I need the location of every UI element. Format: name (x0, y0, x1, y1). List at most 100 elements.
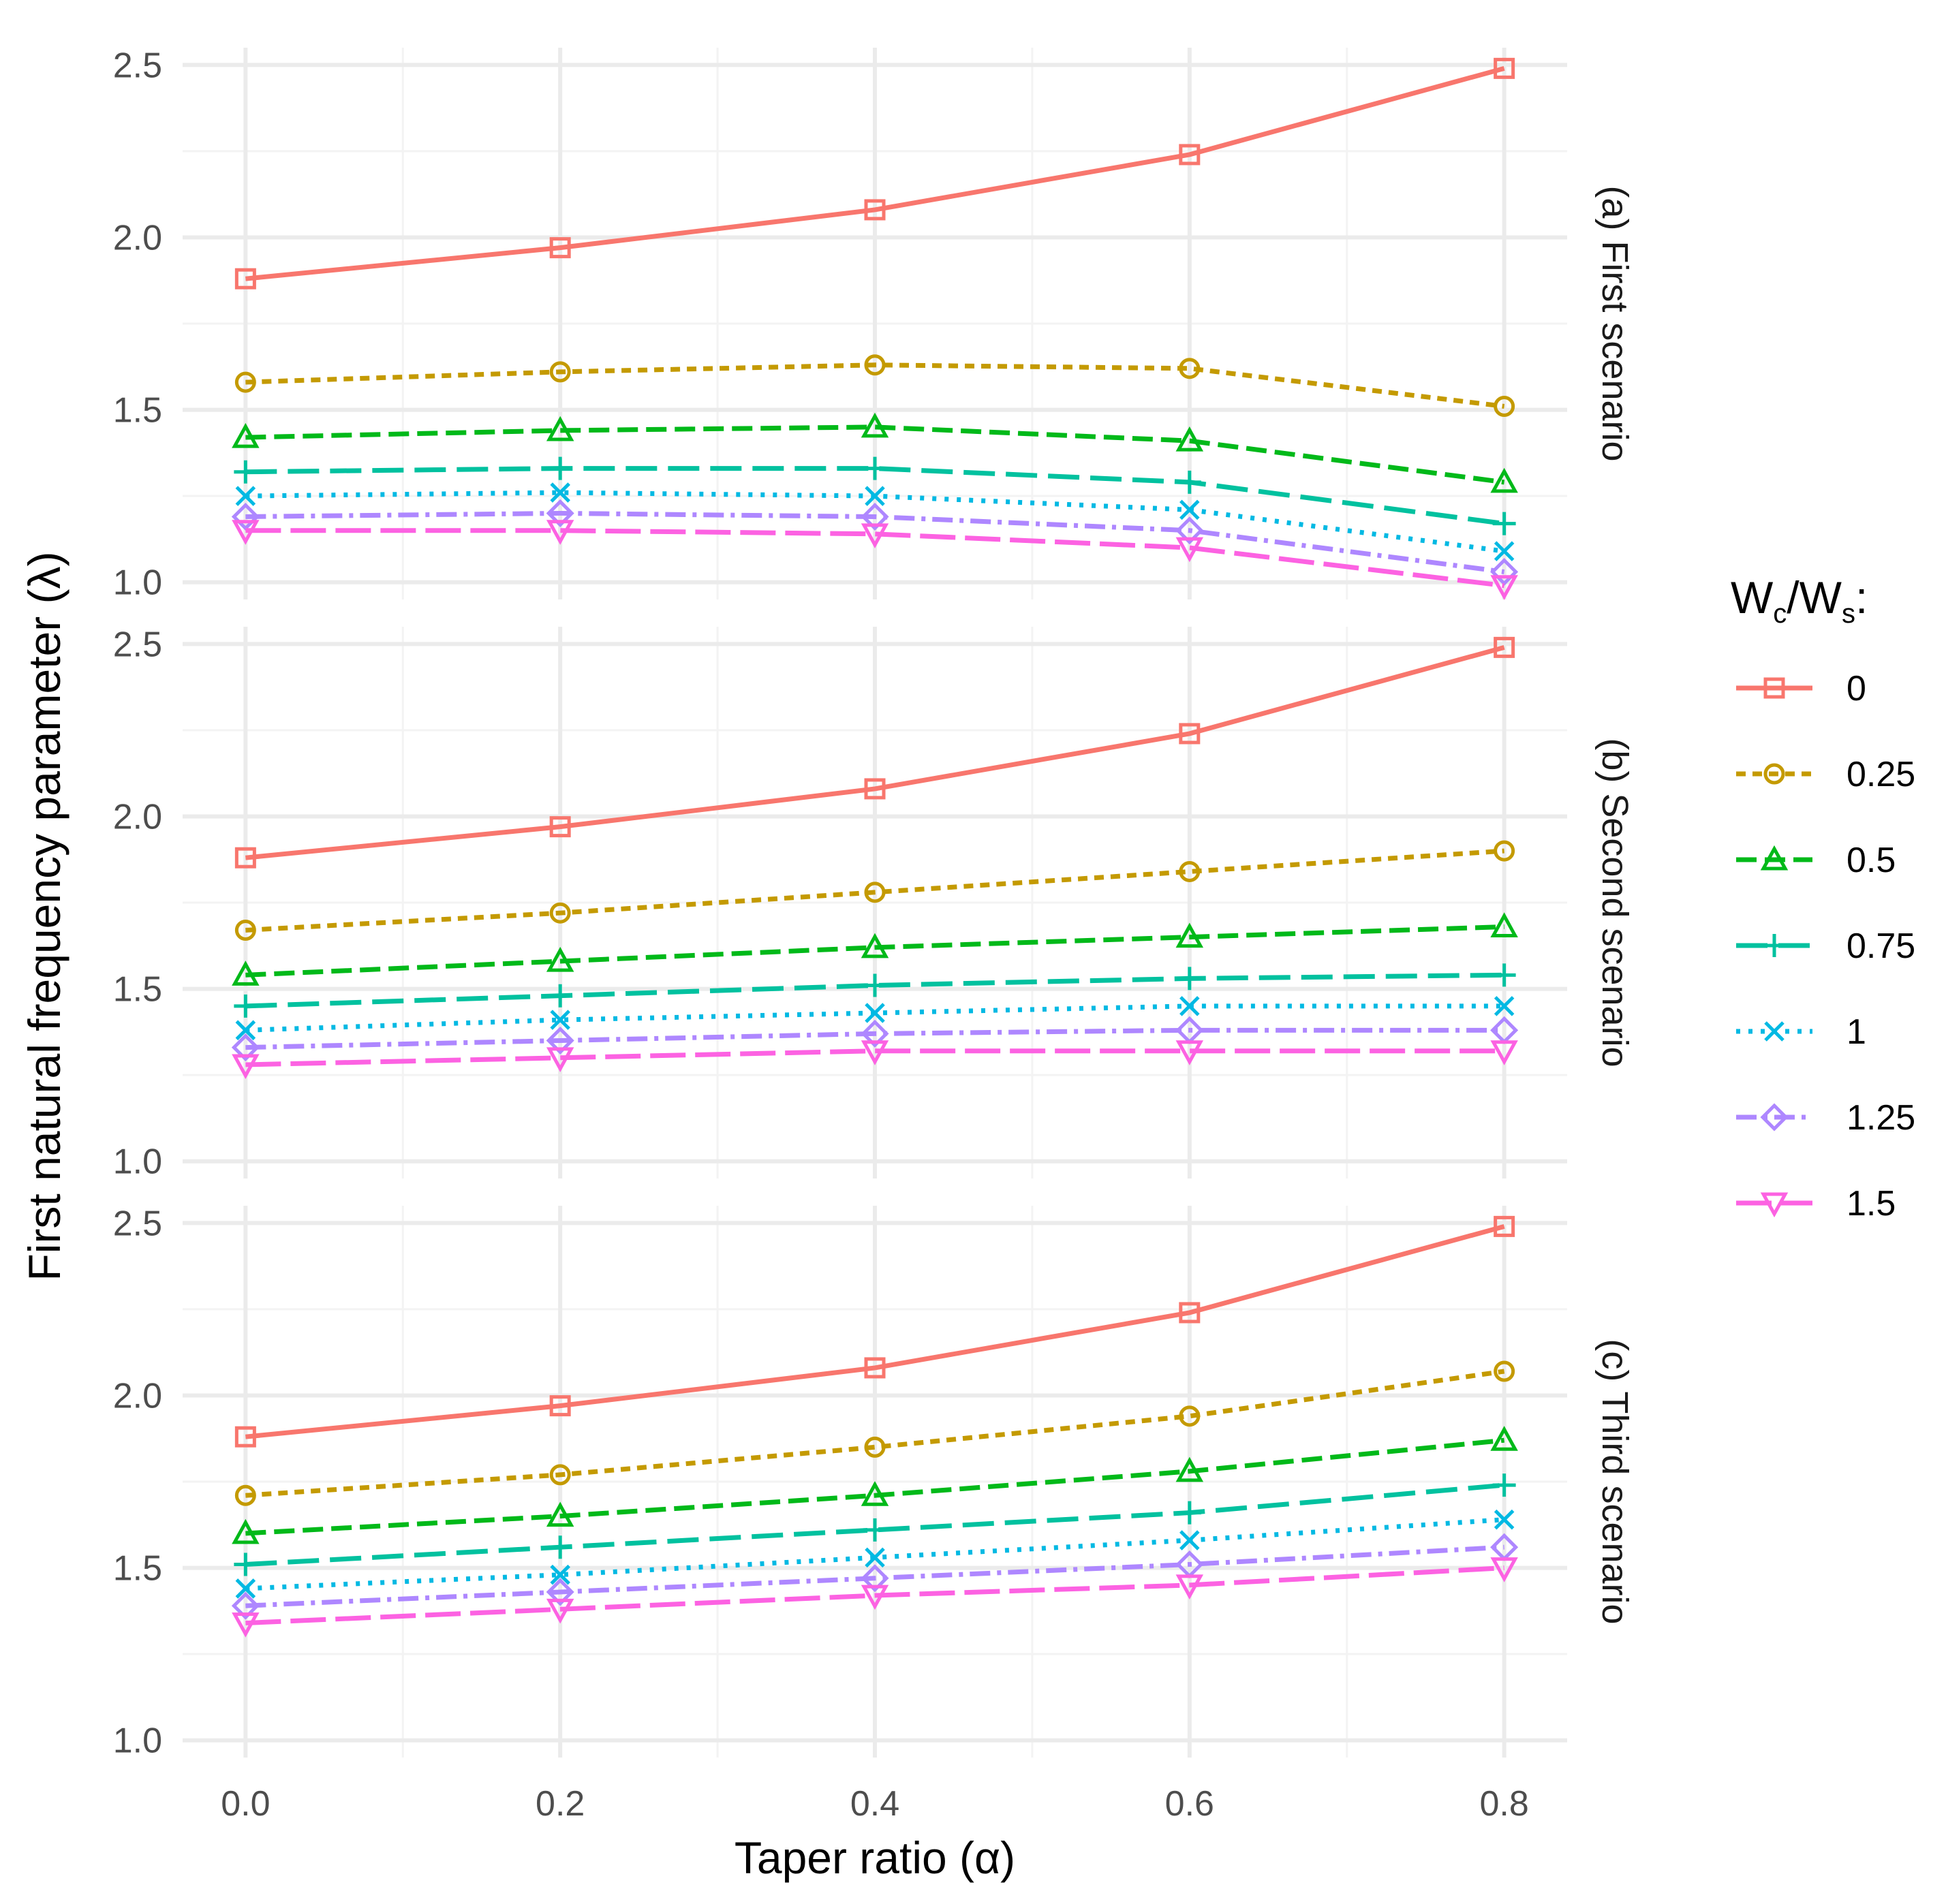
data-point (549, 902, 571, 924)
y-axis-title: First natural frequency parameter (λ) (19, 551, 70, 1281)
x-tick-label: 0.6 (1165, 1784, 1214, 1824)
data-point (1177, 967, 1201, 990)
data-point (1179, 723, 1201, 745)
data-point (546, 1578, 574, 1606)
data-point (234, 847, 256, 869)
legend-item: 0.25 (1736, 755, 1915, 794)
data-point (550, 482, 570, 503)
legend-label: 0 (1847, 669, 1866, 708)
data-point (861, 1019, 889, 1048)
data-point (1177, 1501, 1201, 1525)
data-point (865, 1547, 885, 1568)
legend-item: 1.5 (1736, 1184, 1896, 1223)
legend-item: 0.75 (1736, 926, 1915, 966)
data-point (861, 523, 889, 548)
data-point (546, 1047, 574, 1072)
data-point (1490, 467, 1518, 493)
series-line-1.5 (245, 1565, 1504, 1626)
data-point (232, 961, 260, 986)
data-point (861, 1040, 889, 1065)
data-point (863, 1518, 886, 1542)
data-point (549, 237, 571, 259)
legend-key-marker (1760, 845, 1789, 871)
y-tick-label: 2.5 (113, 46, 162, 85)
data-point (1490, 575, 1518, 600)
data-point (546, 1598, 574, 1624)
data-point (1179, 860, 1201, 882)
data-point (1494, 1215, 1515, 1237)
data-point (1494, 636, 1515, 658)
data-point (546, 1026, 574, 1055)
legend-label: 1.5 (1847, 1184, 1896, 1223)
data-point (1490, 1426, 1518, 1451)
data-point (231, 1591, 260, 1620)
data-point (1179, 499, 1200, 520)
data-point (232, 422, 260, 448)
data-point (1494, 840, 1515, 862)
panel-3: 1.0 1.5 2.0 2.5 (c) Third scenario (113, 1204, 1635, 1760)
data-point (1179, 144, 1201, 166)
data-point (549, 984, 572, 1008)
data-point (234, 994, 258, 1018)
data-point (1494, 396, 1515, 417)
data-point (546, 946, 574, 972)
data-point (864, 199, 886, 221)
series-line-1.5 (245, 1048, 1504, 1067)
y-tick-label: 1.0 (113, 1142, 162, 1182)
data-point (861, 1585, 889, 1610)
panel-strip-label: (b) Second scenario (1594, 738, 1635, 1067)
panel-strip-label: (a) First scenario (1594, 185, 1635, 461)
data-point (864, 881, 886, 903)
legend-label: 0.75 (1847, 926, 1915, 966)
legend-label: 1.25 (1847, 1098, 1915, 1138)
series-line-0.25 (245, 848, 1504, 933)
series-line-1.5 (245, 528, 1505, 589)
data-point (1179, 1405, 1201, 1427)
legend-title: Wc/Ws: (1731, 572, 1868, 629)
legend-key-marker (1760, 1192, 1789, 1218)
legend-label: 1 (1847, 1012, 1866, 1052)
data-point (864, 778, 886, 800)
data-point (1179, 358, 1201, 379)
data-point (861, 502, 889, 531)
data-point (1492, 512, 1516, 535)
legend-key-marker (1763, 763, 1785, 785)
series-line-1 (245, 1517, 1504, 1591)
y-tick-label: 1.0 (113, 1721, 162, 1761)
data-point (1494, 1509, 1515, 1530)
data-point (1175, 426, 1204, 452)
data-point (1494, 1360, 1515, 1382)
data-point (235, 1578, 256, 1599)
data-point (864, 1436, 886, 1458)
data-point (1175, 1456, 1204, 1482)
series-line-0.5 (245, 424, 1505, 485)
data-point (546, 499, 574, 527)
data-point (549, 361, 571, 383)
data-point (549, 1535, 572, 1559)
data-point (234, 460, 258, 484)
data-point (865, 1003, 885, 1023)
series-line-0.5 (245, 924, 1504, 978)
series-line-0 (245, 1223, 1505, 1439)
x-tick-label: 0.2 (536, 1784, 585, 1824)
data-point (549, 456, 572, 480)
series-line-0 (245, 65, 1505, 281)
data-point (235, 486, 256, 506)
data-point (861, 933, 889, 958)
x-tick-label: 0.4 (850, 1784, 899, 1824)
data-point (1494, 996, 1515, 1016)
data-point (1490, 912, 1518, 937)
x-tick-label: 0.8 (1479, 1784, 1528, 1824)
data-point (1177, 470, 1201, 494)
data-point (1175, 537, 1204, 563)
data-point (234, 1552, 258, 1576)
data-point (1492, 963, 1516, 987)
data-point (234, 371, 256, 393)
data-point (235, 1020, 256, 1041)
y-tick-label: 2.5 (113, 1204, 162, 1243)
y-tick-label: 2.5 (113, 625, 162, 664)
data-point (861, 1481, 889, 1506)
data-point (232, 520, 260, 545)
data-point (1175, 1040, 1204, 1065)
data-point (1494, 541, 1515, 561)
